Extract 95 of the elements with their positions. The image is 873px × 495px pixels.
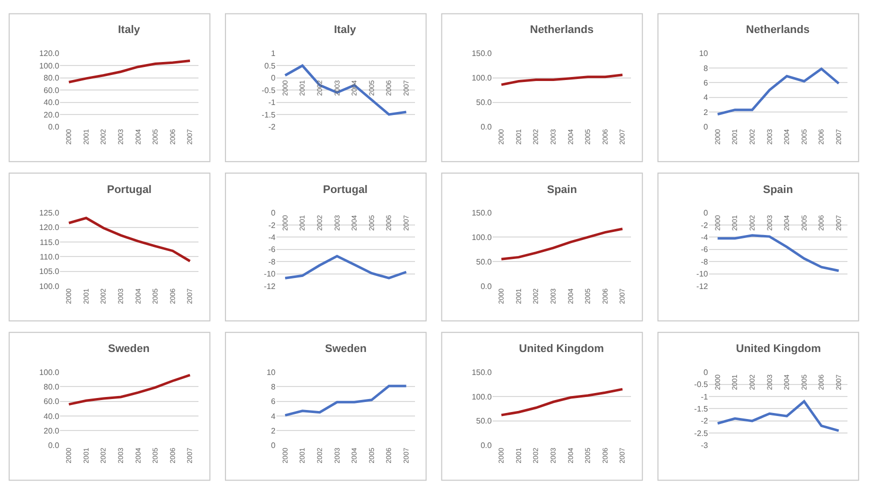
y-tick-label: -3 — [700, 441, 709, 450]
y-tick-label: 100.0 — [472, 74, 492, 83]
chart-title: Portugal — [107, 184, 152, 196]
y-tick-label: 6 — [704, 78, 709, 88]
y-tick-label: 50.0 — [476, 98, 492, 108]
y-tick-label: -1.5 — [694, 404, 709, 414]
y-tick-label: 10 — [699, 49, 709, 58]
y-tick-label: 50.0 — [476, 257, 492, 266]
y-tick-label: 50.0 — [476, 416, 492, 426]
y-tick-label: 8 — [704, 64, 709, 73]
y-tick-label: 0.0 — [480, 441, 492, 450]
y-tick-label: -1 — [268, 98, 276, 108]
y-tick-label: 60.0 — [44, 86, 60, 95]
y-tick-label: -12 — [264, 282, 276, 291]
y-tick-label: -10 — [264, 270, 276, 279]
chart-title: Netherlands — [746, 24, 810, 36]
line-series — [284, 384, 408, 417]
y-tick-label: -6 — [268, 245, 276, 254]
y-tick-label: 100.0 — [472, 232, 492, 242]
y-tick-label: 0 — [704, 208, 709, 218]
y-tick-label: 0.0 — [48, 441, 60, 450]
y-tick-label: -2 — [268, 122, 276, 132]
y-tick-label: -0.5 — [262, 86, 276, 95]
y-tick-label: -8 — [268, 257, 276, 266]
y-tick-label: 2 — [704, 108, 709, 117]
y-tick-label: 100.0 — [472, 392, 492, 402]
y-tick-label: 150.0 — [472, 368, 492, 377]
line-series — [500, 228, 624, 260]
line-series — [500, 74, 624, 86]
y-tick-label: -1.5 — [262, 110, 276, 120]
y-tick-label: -1 — [700, 392, 709, 402]
chart-title: Italy — [334, 24, 357, 36]
line-series — [68, 59, 192, 84]
y-tick-label: 110.0 — [40, 252, 60, 262]
y-tick-label: -2 — [268, 220, 276, 230]
y-tick-label: 0 — [271, 208, 276, 218]
chart-title: Spain — [763, 184, 794, 196]
y-tick-label: 120.0 — [39, 223, 60, 232]
y-tick-label: 60.0 — [44, 397, 60, 406]
y-tick-label: 150.0 — [472, 49, 492, 58]
y-tick-label: 4 — [704, 93, 709, 102]
line-series — [500, 388, 624, 416]
y-tick-label: 0 — [704, 368, 709, 377]
y-tick-label: 120.0 — [39, 49, 60, 58]
y-tick-label: 80.0 — [44, 382, 60, 392]
y-tick-label: 4 — [271, 412, 276, 421]
chart-title: Italy — [118, 24, 141, 36]
y-tick-label: -8 — [700, 257, 709, 266]
y-tick-label: -12 — [696, 282, 709, 291]
y-tick-label: 0.0 — [480, 122, 492, 132]
chart-title: Sweden — [108, 343, 150, 355]
y-tick-label: 10 — [266, 368, 276, 377]
y-tick-label: -2 — [700, 416, 709, 426]
chart-title: United Kingdom — [736, 343, 822, 355]
y-tick-label: -2.5 — [694, 428, 709, 438]
chart-title: Sweden — [325, 343, 367, 355]
y-tick-label: 0 — [271, 74, 276, 83]
chart-title: Portugal — [323, 184, 368, 196]
y-tick-label: 0 — [271, 441, 276, 450]
y-tick-label: 40.0 — [44, 412, 60, 421]
y-tick-label: -6 — [700, 245, 709, 254]
y-tick-label: 80.0 — [44, 74, 60, 83]
y-tick-label: 100.0 — [39, 368, 60, 377]
y-tick-label: 20.0 — [44, 426, 60, 436]
line-series — [284, 254, 408, 280]
y-tick-label: -4 — [268, 232, 276, 242]
y-tick-label: 6 — [271, 397, 276, 406]
y-tick-label: 1 — [271, 49, 276, 58]
y-tick-label: 0.0 — [48, 122, 60, 132]
y-tick-label: 125.0 — [39, 208, 60, 218]
line-series — [68, 374, 192, 406]
y-tick-label: 105.0 — [39, 267, 60, 276]
y-tick-label: 100.0 — [39, 282, 60, 291]
y-tick-label: 0 — [704, 122, 709, 132]
y-tick-label: 2 — [271, 426, 276, 436]
y-tick-label: 115.0 — [40, 238, 60, 247]
line-series — [284, 64, 408, 116]
y-tick-label: 20.0 — [44, 110, 60, 120]
line-series — [68, 216, 192, 262]
y-tick-label: 150.0 — [472, 208, 492, 218]
line-series — [716, 234, 840, 272]
y-tick-label: 0.5 — [264, 61, 276, 70]
y-tick-label: -0.5 — [694, 380, 709, 390]
line-series — [716, 400, 840, 432]
y-tick-label: 8 — [271, 382, 276, 392]
line-series — [716, 68, 840, 116]
chart-title: Netherlands — [530, 24, 594, 36]
y-tick-label: -4 — [700, 232, 709, 242]
chart-title: Spain — [547, 184, 578, 196]
y-tick-label: 0.0 — [480, 282, 492, 291]
y-tick-label: -2 — [700, 220, 709, 230]
y-tick-label: 100.0 — [39, 61, 60, 70]
chart-title: United Kingdom — [519, 343, 604, 355]
y-tick-label: -10 — [696, 270, 709, 279]
y-tick-label: 40.0 — [44, 98, 60, 108]
